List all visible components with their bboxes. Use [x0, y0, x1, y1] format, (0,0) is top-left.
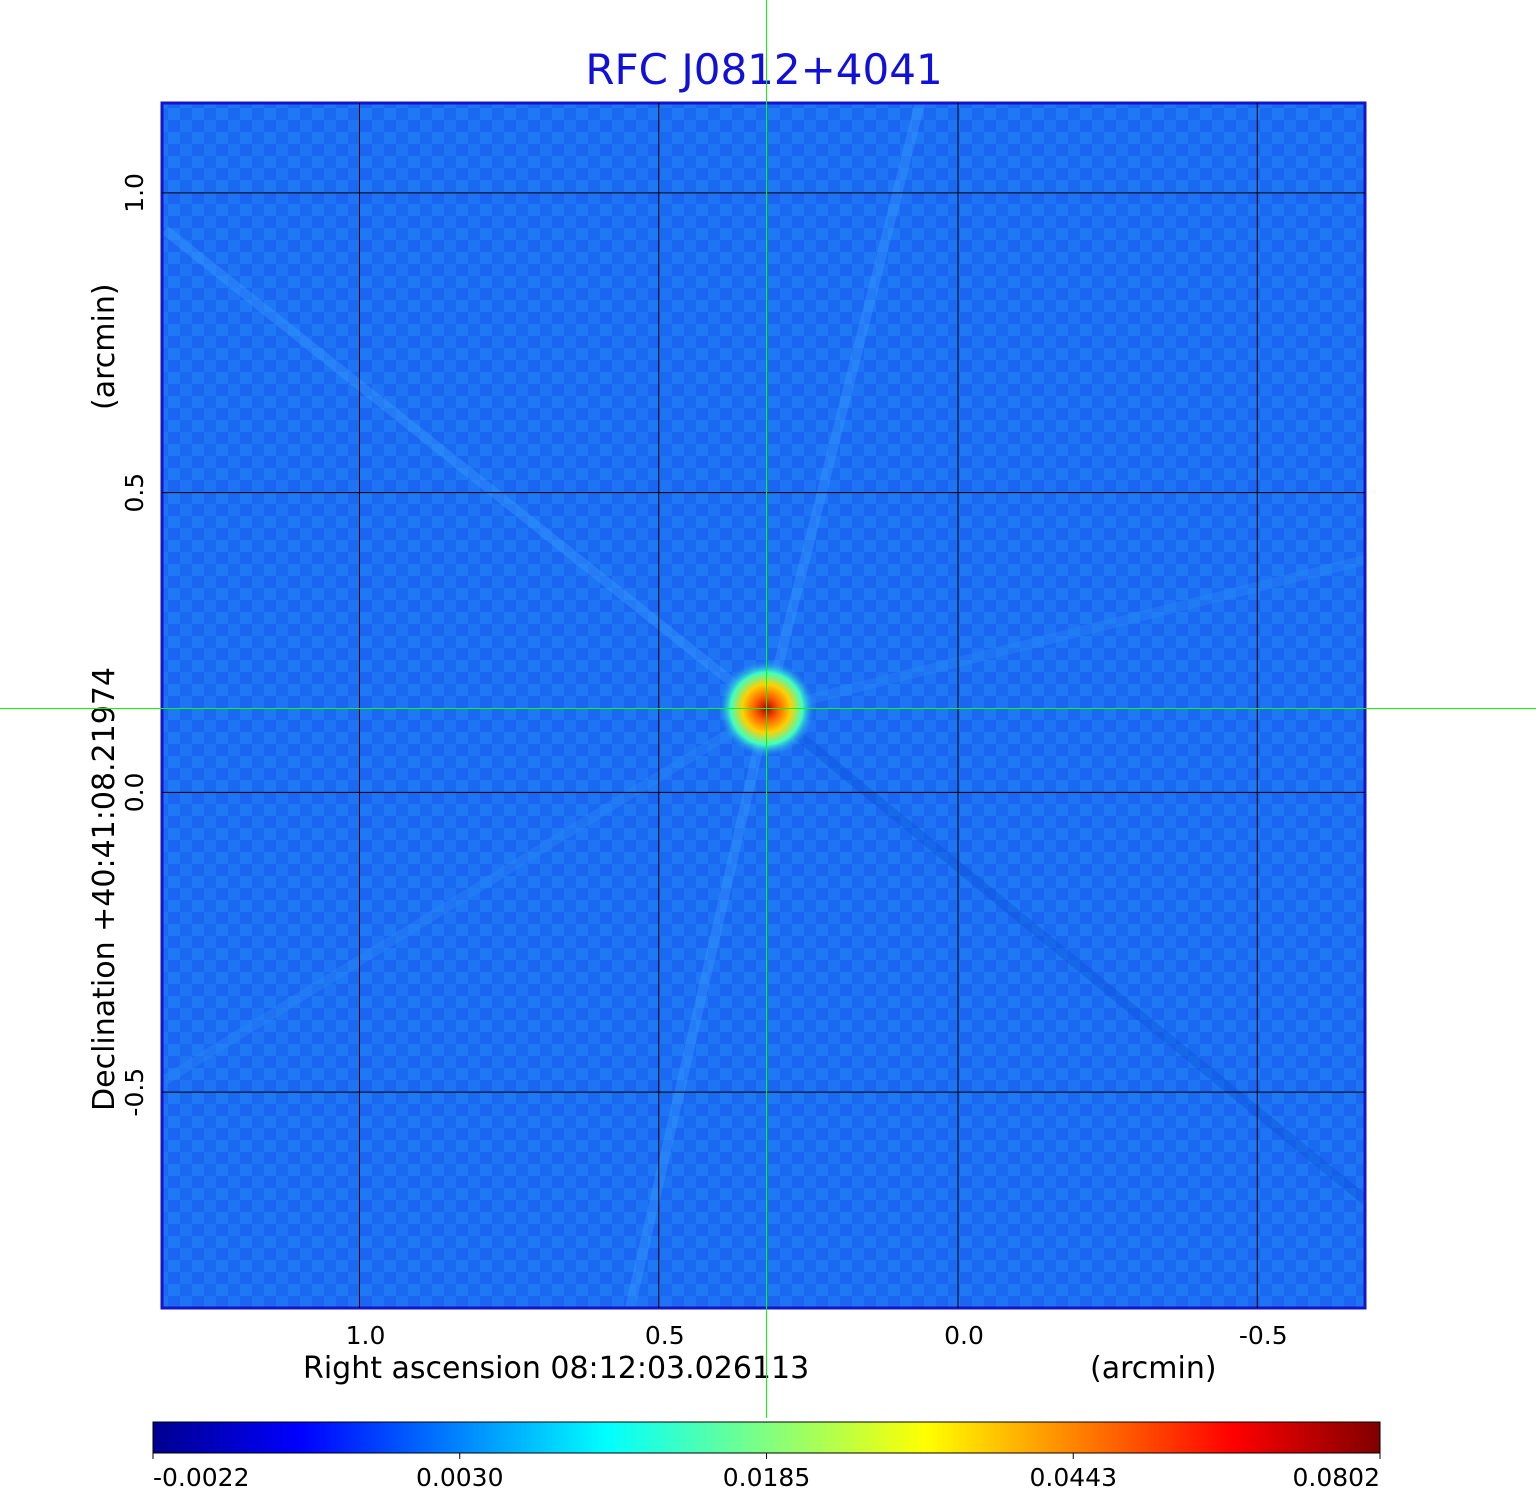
colorbar-tick-label: 0.0185 [723, 1463, 810, 1492]
y-axis-unit: (arcmin) [87, 283, 122, 410]
colorbar-ticks: -0.0022 0.0030 0.0185 0.0443 0.0802 [152, 1453, 1381, 1492]
y-tick-label: 0.5 [120, 473, 149, 513]
sidelobe-streak [162, 705, 770, 1085]
x-tick-label: 0.0 [944, 1321, 984, 1350]
y-axis-label: Declination +40:41:08.21974 [87, 667, 122, 1111]
grid-lines [162, 103, 1365, 1308]
sidelobe-streak [162, 226, 771, 714]
sidelobe-streak [765, 555, 1365, 715]
x-tick-label: 1.0 [346, 1321, 386, 1350]
colorbar-tick-label: -0.0022 [153, 1463, 250, 1492]
y-tick-label: 1.0 [120, 173, 149, 213]
colorbar-tick-label: 0.0443 [1030, 1463, 1117, 1492]
y-tick-label: -0.5 [120, 1068, 149, 1117]
x-tick-label: -0.5 [1239, 1321, 1288, 1350]
heatmap-area [162, 103, 1365, 1308]
sidelobe-streaks [162, 103, 1365, 1308]
x-tick-labels: 1.0 0.5 0.0 -0.5 [346, 1321, 1288, 1350]
plot-frame [160, 101, 1367, 1310]
sidelobe-streak [763, 706, 1365, 1204]
sidelobe-streak [762, 103, 925, 712]
x-axis-label: Right ascension 08:12:03.026113 [303, 1351, 809, 1386]
crosshair [0, 0, 1536, 1418]
colorbar [152, 1421, 1381, 1454]
colorbar-tick-label: 0.0802 [1293, 1463, 1380, 1492]
chart-title: RFC J0812+4041 [585, 45, 942, 94]
sidelobe-streak [625, 708, 772, 1308]
y-tick-labels: 1.0 0.5 0.0 -0.5 [120, 173, 149, 1117]
x-axis-unit: (arcmin) [1090, 1351, 1217, 1386]
y-tick-label: 0.0 [120, 773, 149, 813]
x-tick-label: 0.5 [645, 1321, 685, 1350]
colorbar-tick-label: 0.0030 [416, 1463, 503, 1492]
